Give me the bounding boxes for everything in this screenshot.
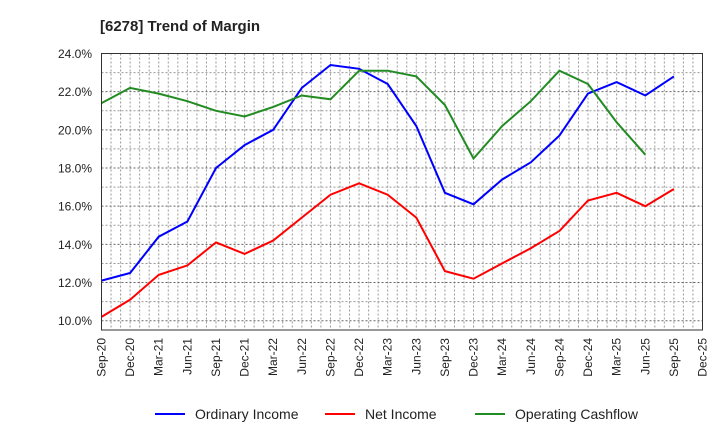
y-tick-label: 14.0% xyxy=(58,238,92,252)
x-tick-label: Sep-25 xyxy=(667,338,681,377)
y-tick-label: 24.0% xyxy=(58,47,92,61)
grid xyxy=(101,53,703,330)
x-tick-label: Sep-21 xyxy=(209,338,223,377)
series-line-ordinary-income xyxy=(101,63,675,282)
x-tick-label: Mar-23 xyxy=(381,338,395,376)
x-tick-label: Mar-25 xyxy=(610,338,624,376)
legend-label: Ordinary Income xyxy=(195,406,299,422)
x-tick-label: Jun-21 xyxy=(180,338,194,375)
legend-label: Operating Cashflow xyxy=(515,406,639,422)
y-axis: 10.0% 12.0% 14.0% 16.0% 18.0% 20.0% 22.0% 24.0% xyxy=(58,47,92,328)
x-tick-label: Dec-24 xyxy=(581,338,595,377)
y-tick-label: 18.0% xyxy=(58,162,92,176)
plot-border xyxy=(101,53,703,331)
y-tick-label: 20.0% xyxy=(58,123,92,137)
y-tick-label: 22.0% xyxy=(58,85,92,99)
x-tick-label: Jun-23 xyxy=(409,338,423,375)
x-tick-label: Sep-24 xyxy=(552,338,566,377)
x-tick-label: Sep-22 xyxy=(323,338,337,377)
x-tick-label: Dec-21 xyxy=(238,338,252,377)
series-line-net-income xyxy=(100,182,675,318)
chart-title: [6278] Trend of Margin xyxy=(100,18,260,35)
x-tick-label: Jun-25 xyxy=(638,338,652,375)
x-tick-label: Dec-22 xyxy=(352,338,366,377)
x-tick-label: Jun-24 xyxy=(524,338,538,375)
x-tick-label: Mar-21 xyxy=(152,338,166,376)
x-tick-label: Mar-24 xyxy=(495,338,509,376)
y-tick-label: 12.0% xyxy=(58,276,92,290)
x-tick-label: Dec-25 xyxy=(696,338,710,377)
series-lines xyxy=(100,63,675,318)
x-tick-label: Jun-22 xyxy=(295,338,309,375)
x-tick-label: Dec-20 xyxy=(123,338,137,377)
legend: Ordinary Income Net Income Operating Cashf… xyxy=(155,406,639,422)
x-axis: Sep-20 Dec-20 Mar-21 Jun-21 Sep-21 Dec-21 Mar-… xyxy=(95,338,710,377)
legend-label: Net Income xyxy=(365,406,437,422)
x-tick-label: Sep-20 xyxy=(95,338,109,377)
y-tick-label: 16.0% xyxy=(58,200,92,214)
x-tick-label: Dec-23 xyxy=(467,338,481,377)
series-line-operating-cashflow xyxy=(101,69,647,161)
x-tick-label: Sep-23 xyxy=(438,338,452,377)
x-tick-label: Mar-22 xyxy=(266,338,280,376)
y-tick-label: 10.0% xyxy=(58,314,92,328)
